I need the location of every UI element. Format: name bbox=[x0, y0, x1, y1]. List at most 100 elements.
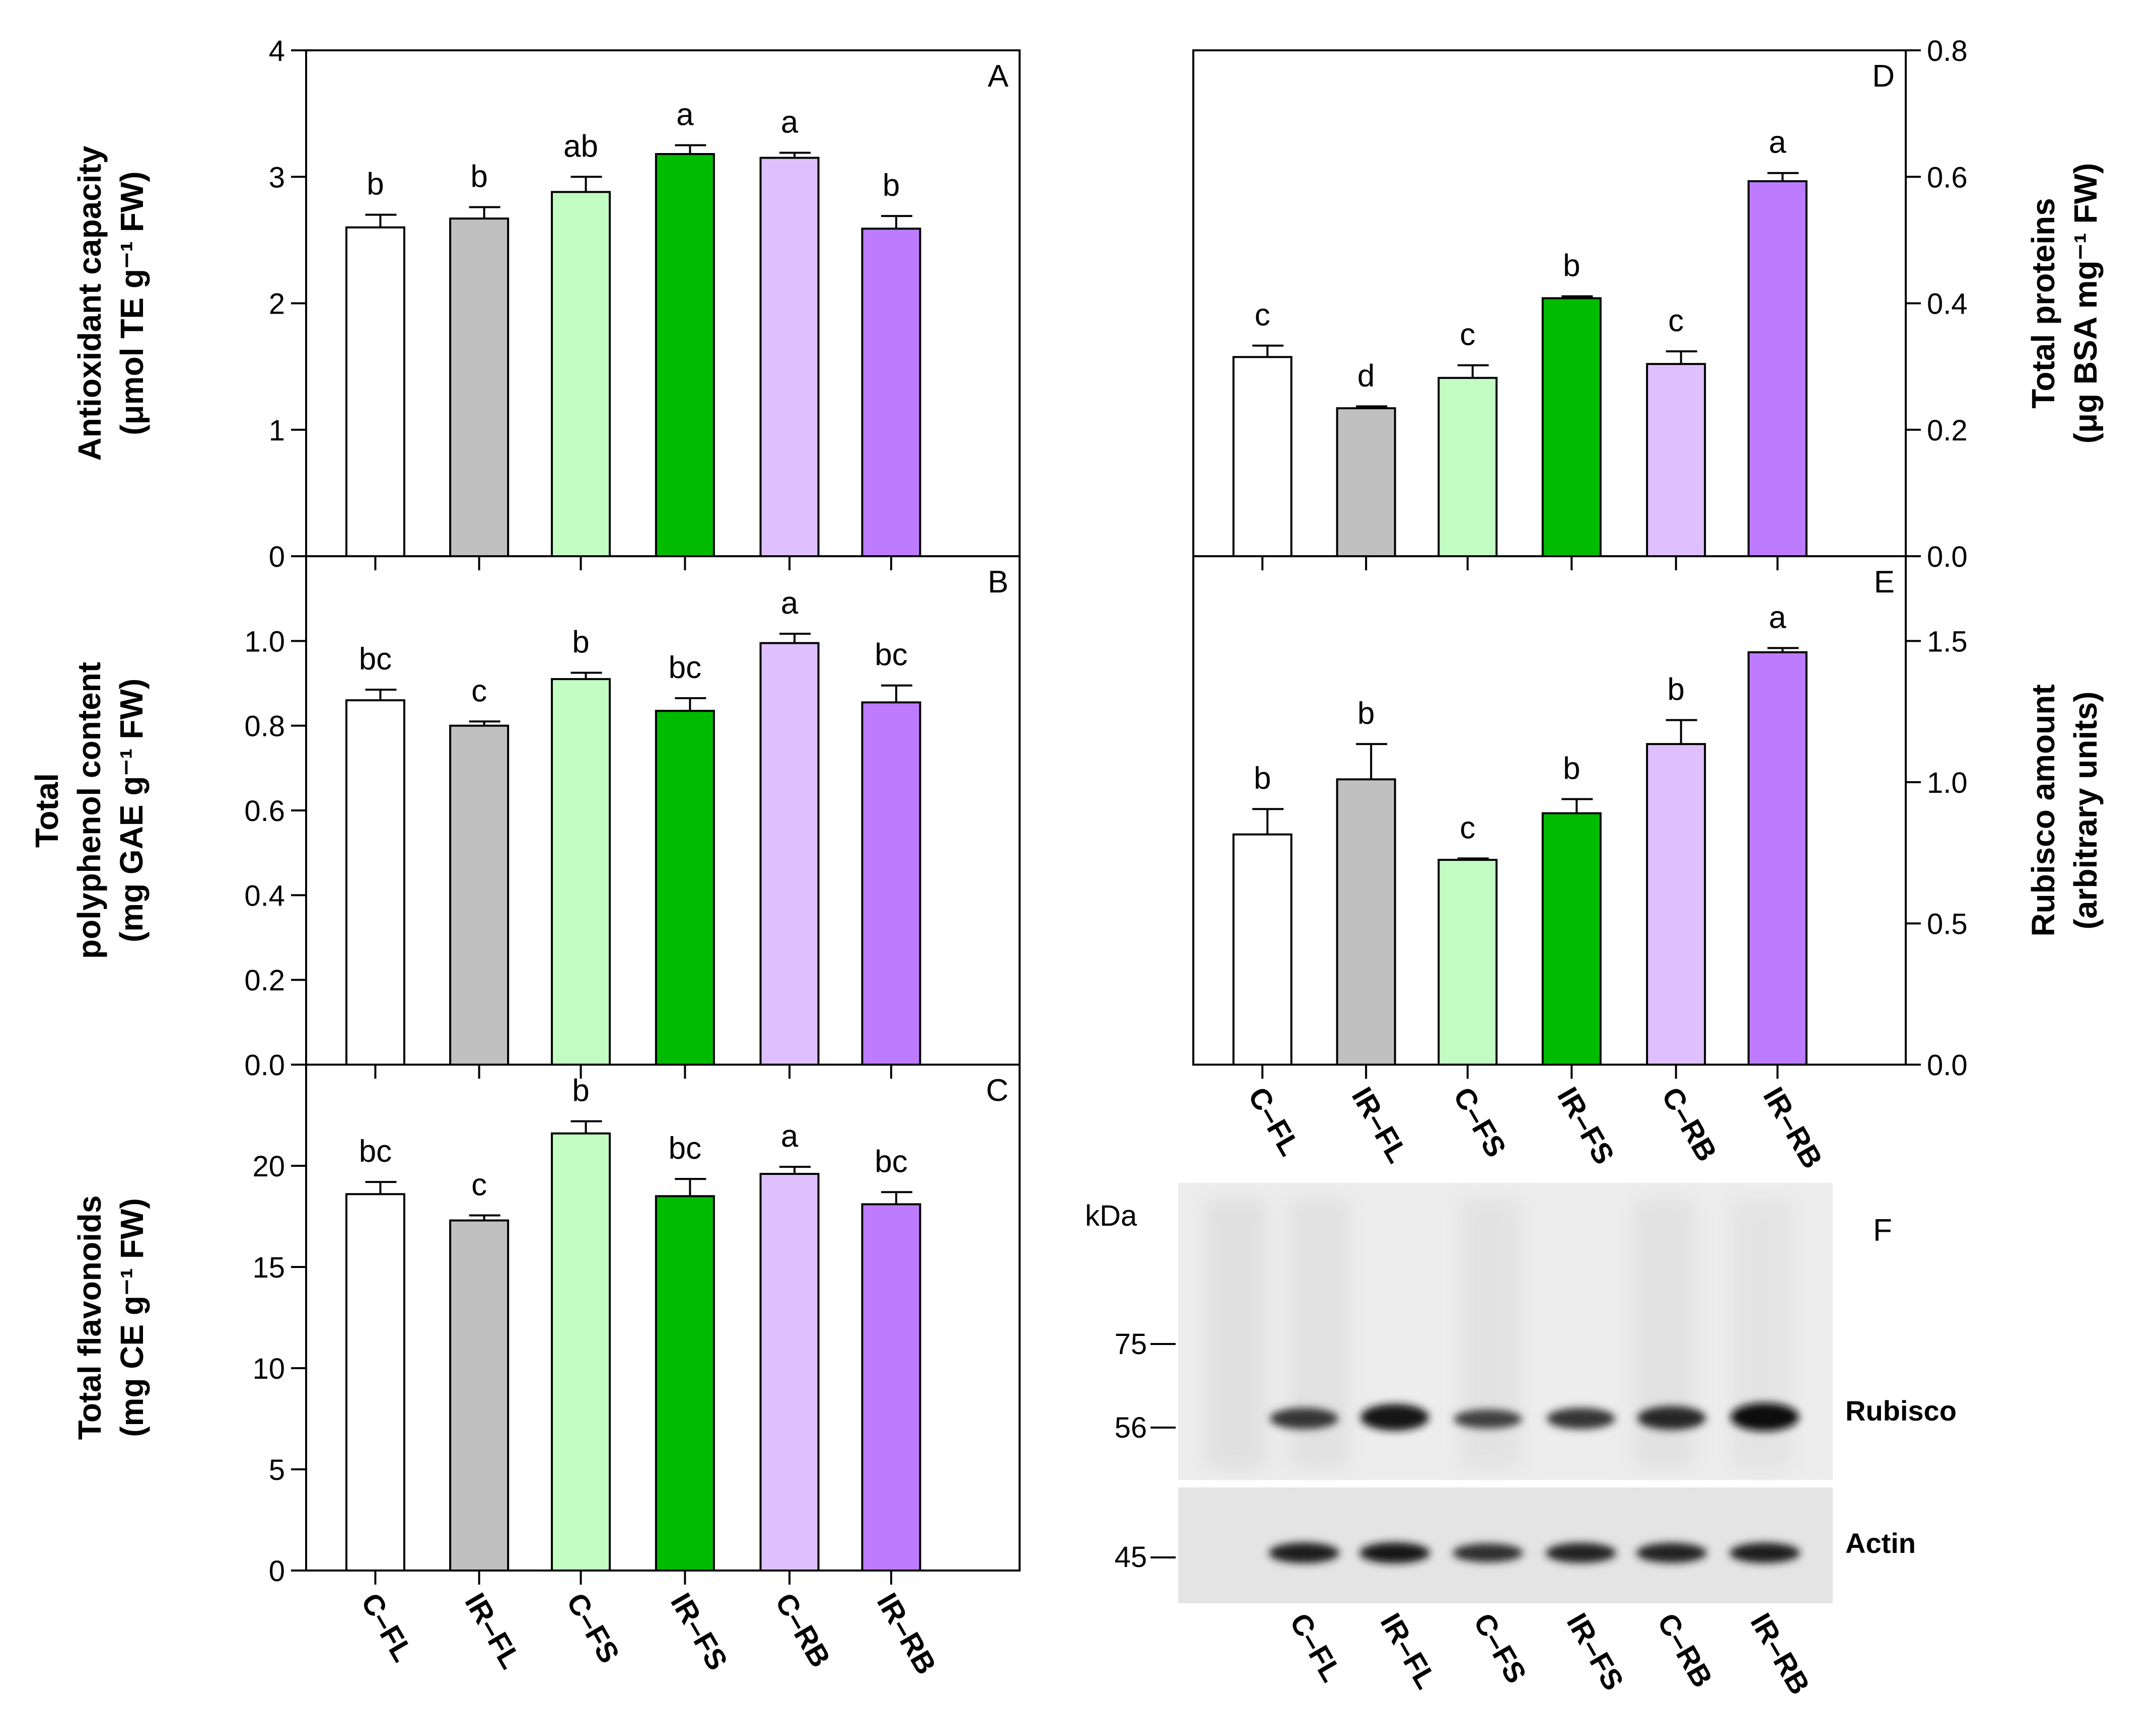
ytick-label: 0.5 bbox=[1927, 908, 1968, 940]
bar-c-0 bbox=[345, 1193, 405, 1572]
bar-b-5 bbox=[861, 701, 921, 1066]
ylabel-d-1: (μg BSA mg⁻¹ FW) bbox=[2067, 163, 2104, 444]
significance-label: bc bbox=[669, 1131, 701, 1166]
kda-label: kDa bbox=[1085, 1200, 1137, 1232]
significance-label: b bbox=[1563, 249, 1580, 283]
significance-label: c bbox=[1255, 298, 1270, 333]
bar-c-1 bbox=[449, 1219, 510, 1572]
significance-label: a bbox=[1769, 125, 1786, 160]
ytick-label: 0 bbox=[269, 1555, 285, 1588]
ylabel-b-0: Total bbox=[29, 773, 65, 848]
actin-band bbox=[1453, 1543, 1523, 1562]
marker-45: 45 bbox=[1114, 1541, 1147, 1574]
rubisco-band bbox=[1637, 1406, 1706, 1430]
bar-b-1 bbox=[449, 724, 510, 1066]
ytick-label: 2 bbox=[269, 288, 285, 321]
ytick-label: 1.0 bbox=[1927, 767, 1968, 799]
xlabel-e-1: IR–FL bbox=[1345, 1082, 1414, 1168]
bar-d-5 bbox=[1747, 180, 1808, 557]
bar-d-2 bbox=[1438, 377, 1498, 557]
marker-56: 56 bbox=[1114, 1411, 1147, 1444]
bar-b-3 bbox=[655, 710, 715, 1066]
ytick-label: 0.2 bbox=[1927, 414, 1968, 447]
ytick-label: 1.0 bbox=[244, 625, 285, 658]
panel-e: 0.0 0.5 1.0 1.5 b b c b b a E Rubisco amount (arbitr… bbox=[1192, 555, 2104, 1174]
bar-a-2 bbox=[551, 191, 611, 557]
xlabel-e-0: C–FL bbox=[1242, 1082, 1307, 1161]
panel-c: 0 5 10 15 20 bc c b bc a bc C Total flavonoids (mg CE… bbox=[71, 1064, 1021, 1680]
rubisco-band bbox=[1454, 1409, 1522, 1429]
xlabel-e-5: IR–RB bbox=[1757, 1082, 1829, 1174]
significance-label: a bbox=[781, 1119, 799, 1154]
significance-label: b bbox=[1254, 761, 1271, 796]
significance-label: c bbox=[1460, 318, 1475, 352]
actin-band bbox=[1269, 1542, 1339, 1563]
ytick-label: 0.2 bbox=[244, 964, 285, 997]
panel-letter-d: D bbox=[1872, 59, 1895, 94]
blot-lane-label-4: C–RB bbox=[1651, 1608, 1719, 1693]
panel-b: 0.0 0.2 0.4 0.6 0.8 1.0 bc c b bc a bc B Total polyphe… bbox=[29, 555, 1021, 1082]
bar-a-5 bbox=[861, 228, 921, 557]
panel-d: 0.0 0.2 0.4 0.6 0.8 c d c b c a D Total proteins (μg … bbox=[1192, 35, 2104, 573]
significance-label: a bbox=[781, 586, 799, 621]
actin-band bbox=[1546, 1543, 1616, 1563]
xlabel-c-0: C–FL bbox=[354, 1588, 419, 1667]
blot-panel-letter: F bbox=[1873, 1213, 1892, 1248]
band-label-actin: Actin bbox=[1845, 1527, 1916, 1559]
bar-e-4 bbox=[1646, 743, 1706, 1066]
significance-label: bc bbox=[359, 1134, 392, 1169]
significance-label: b bbox=[1667, 672, 1684, 707]
bar-e-0 bbox=[1232, 833, 1292, 1066]
significance-label: bc bbox=[359, 642, 392, 677]
bar-a-4 bbox=[759, 157, 820, 557]
panel-letter-e: E bbox=[1874, 565, 1895, 600]
bar-d-1 bbox=[1336, 407, 1396, 557]
panel-letter-a: A bbox=[988, 59, 1009, 94]
bar-a-3 bbox=[655, 153, 715, 557]
ylabel-e-1: (arbitrary units) bbox=[2067, 692, 2104, 930]
significance-label: b bbox=[1357, 696, 1375, 731]
ylabel-e-0: Rubisco amount bbox=[2025, 684, 2061, 936]
band-label-rubisco: Rubisco bbox=[1845, 1395, 1957, 1427]
blot-lane-label-5: IR–RB bbox=[1744, 1608, 1816, 1700]
significance-label: ab bbox=[563, 129, 598, 164]
significance-label: b bbox=[367, 167, 384, 202]
rubisco-band bbox=[1270, 1407, 1338, 1430]
ytick-label: 0 bbox=[269, 541, 285, 573]
bar-b-2 bbox=[551, 678, 611, 1066]
ylabel-a-1: (μmol TE g⁻¹ FW) bbox=[114, 171, 150, 435]
ytick-label: 0.0 bbox=[244, 1049, 285, 1082]
significance-label: a bbox=[676, 97, 694, 132]
ytick-label: 0.0 bbox=[1927, 1049, 1968, 1082]
bar-e-2 bbox=[1438, 859, 1498, 1066]
ytick-label: 0.0 bbox=[1927, 541, 1968, 573]
ylabel-a-0: Antioxidant capacity bbox=[71, 145, 108, 461]
panel-letter-c: C bbox=[986, 1073, 1009, 1108]
significance-label: b bbox=[1563, 752, 1580, 786]
significance-label: c bbox=[1460, 810, 1475, 845]
bar-c-2 bbox=[551, 1132, 611, 1572]
significance-label: d bbox=[1357, 358, 1375, 393]
significance-label: a bbox=[1769, 600, 1786, 635]
blot-lane-label-1: IR–FL bbox=[1374, 1608, 1443, 1694]
ytick-label: 1.5 bbox=[1927, 625, 1968, 658]
xlabel-e-4: C–RB bbox=[1655, 1082, 1723, 1167]
blot-lane-label-3: IR–FS bbox=[1560, 1608, 1630, 1696]
bar-d-4 bbox=[1646, 363, 1706, 557]
significance-label: b bbox=[572, 625, 589, 659]
ytick-label: 0.6 bbox=[1927, 161, 1968, 194]
ylabel-b-1: polyphenol content bbox=[71, 662, 107, 959]
rubisco-band bbox=[1547, 1407, 1615, 1430]
ylabel-b-2: (mg GAE g⁻¹ FW) bbox=[113, 679, 150, 942]
ytick-label: 0.4 bbox=[244, 879, 285, 912]
rubisco-band bbox=[1731, 1403, 1799, 1431]
ytick-label: 0.6 bbox=[244, 795, 285, 828]
significance-label: bc bbox=[875, 638, 907, 673]
ylabel-c-1: (mg CE g⁻¹ FW) bbox=[114, 1198, 150, 1437]
significance-label: c bbox=[471, 674, 487, 708]
xlabel-c-2: C–FS bbox=[560, 1588, 625, 1669]
blot-lane-label-2: C–FS bbox=[1467, 1608, 1533, 1689]
xlabel-e-2: C–FS bbox=[1447, 1082, 1513, 1163]
